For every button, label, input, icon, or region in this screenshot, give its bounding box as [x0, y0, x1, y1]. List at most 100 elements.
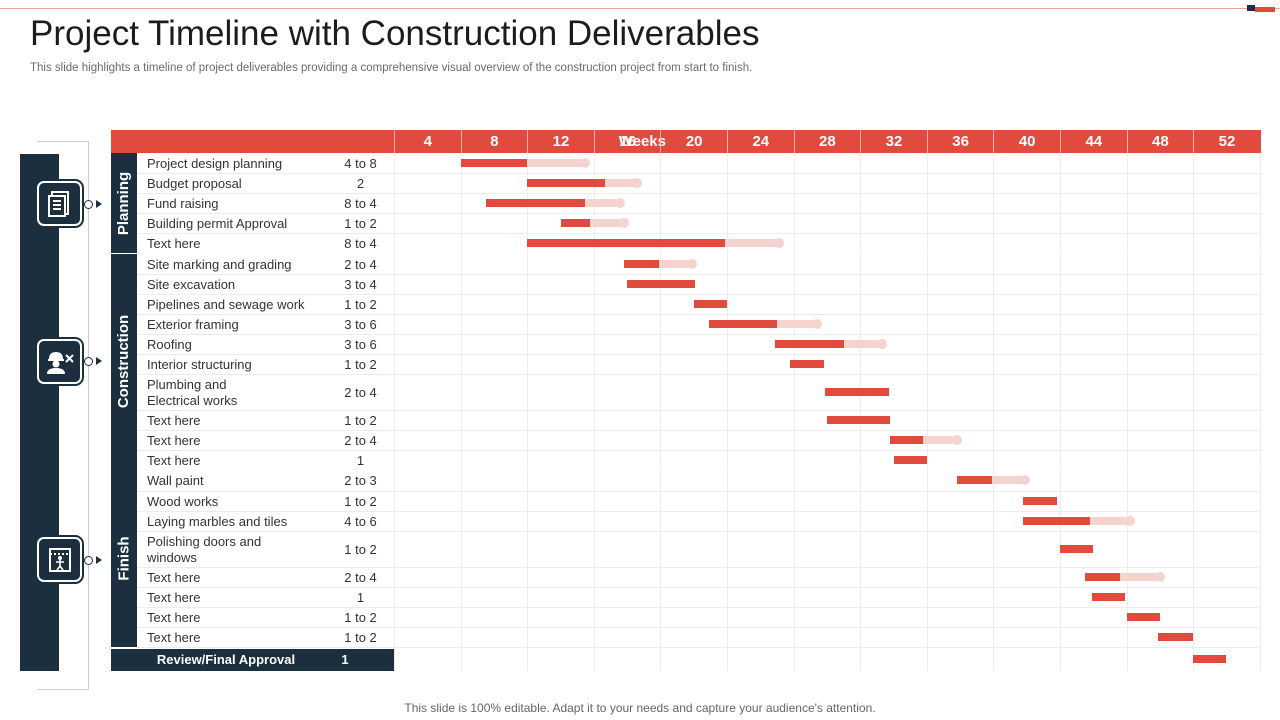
- grid-column-line: [461, 153, 462, 671]
- row-divider: [137, 374, 1261, 375]
- task-duration: 1 to 2: [344, 609, 377, 625]
- gantt-bar: [460, 159, 528, 168]
- task-duration: 3 to 6: [344, 316, 377, 332]
- phase-band-finish: [111, 470, 137, 648]
- task-duration: 8 to 4: [344, 236, 377, 252]
- task-name: Text here: [147, 569, 201, 585]
- row-divider: [137, 173, 1261, 174]
- gantt-bar-end-dot: [618, 218, 629, 229]
- gantt-bar: [1091, 592, 1125, 601]
- task-name: Exterior framing: [147, 316, 239, 332]
- review-label: Review/Final Approval: [156, 652, 296, 667]
- phase-label-finish: Finish: [111, 470, 137, 647]
- task-name: Polishing doors and windows: [147, 534, 261, 566]
- gantt-bar-extension: [843, 339, 882, 348]
- top-divider-line: [0, 8, 1280, 9]
- row-divider: [137, 450, 1261, 451]
- corner-accent-red: [1255, 7, 1275, 12]
- gantt-bar: [1060, 544, 1094, 553]
- gantt-bar-end-dot: [687, 258, 698, 269]
- gantt-bar-extension: [1089, 516, 1130, 525]
- task-name: Text here: [147, 453, 201, 469]
- task-name: Site marking and grading: [147, 256, 292, 272]
- task-duration: 1 to 2: [344, 541, 377, 557]
- week-header-28: 28: [793, 130, 861, 153]
- task-duration: 1 to 2: [344, 357, 377, 373]
- gantt-bar: [560, 219, 591, 228]
- week-header-16: 16: [593, 130, 661, 153]
- gantt-bar-extension: [605, 179, 638, 188]
- task-name: Building permit Approval: [147, 216, 288, 232]
- row-divider: [137, 354, 1261, 355]
- task-duration: 1: [356, 589, 365, 605]
- row-divider: [137, 567, 1261, 568]
- task-name: Budget proposal: [147, 176, 242, 192]
- gantt-bar: [893, 456, 927, 465]
- gantt-bar-end-dot: [615, 198, 626, 209]
- week-header-40: 40: [993, 130, 1060, 153]
- phase-label-text: Construction: [115, 315, 133, 409]
- gantt-bar-extension: [590, 219, 624, 228]
- task-duration: 3 to 6: [344, 336, 377, 352]
- task-name: Pipelines and sewage work: [147, 296, 305, 312]
- task-name: Text here: [147, 609, 201, 625]
- gantt-bar-extension: [776, 319, 817, 328]
- gantt-bar: [825, 388, 889, 397]
- row-divider: [137, 647, 1261, 648]
- gantt-bar: [775, 339, 844, 348]
- grid-column-line: [527, 153, 528, 671]
- phase-sidebar: [20, 154, 59, 671]
- gantt-bar-end-dot: [773, 238, 784, 249]
- gantt-bar-end-dot: [1020, 475, 1031, 486]
- gantt-bar: [826, 416, 891, 425]
- worker-tools-icon: [37, 339, 82, 384]
- task-name: Wall paint: [147, 473, 204, 489]
- row-divider: [137, 294, 1261, 295]
- gantt-bar: [485, 199, 586, 208]
- phase-label-text: Planning: [115, 171, 133, 235]
- week-header-44: 44: [1060, 130, 1127, 153]
- row-divider: [137, 193, 1261, 194]
- grid-column-line: [1127, 153, 1128, 671]
- task-duration: 2: [356, 176, 365, 192]
- planning-connector: [84, 199, 106, 211]
- row-divider: [137, 627, 1261, 628]
- task-name: Text here: [147, 236, 201, 252]
- gantt-bar: [708, 319, 777, 328]
- phase-band-construction: [111, 253, 137, 471]
- row-divider: [137, 430, 1261, 431]
- gantt-bar-end-dot: [580, 158, 591, 169]
- review-gantt-bar: [1193, 655, 1227, 663]
- grid-column-line: [1260, 153, 1261, 671]
- task-duration: 1 to 2: [344, 296, 377, 312]
- task-duration: 2 to 4: [344, 569, 377, 585]
- row-divider: [137, 334, 1261, 335]
- task-name: Roofing: [147, 336, 192, 352]
- week-header-24: 24: [727, 130, 794, 153]
- gantt-bar: [627, 279, 696, 288]
- row-divider: [137, 213, 1261, 214]
- gantt-bar-end-dot: [1154, 571, 1165, 582]
- task-duration: 1 to 2: [344, 216, 377, 232]
- task-duration: 2 to 4: [344, 385, 377, 401]
- row-divider: [137, 587, 1261, 588]
- grid-column-line: [1193, 153, 1194, 671]
- grid-column-line: [794, 153, 795, 671]
- gantt-bar-end-dot: [632, 178, 643, 189]
- task-duration: 1 to 2: [344, 493, 377, 509]
- page-title: Project Timeline with Construction Deliv…: [30, 14, 760, 53]
- grid-column-line: [927, 153, 928, 671]
- gantt-bar-extension: [923, 436, 957, 445]
- gantt-bar: [1023, 516, 1090, 525]
- review-row: Review/Final Approval 1: [111, 649, 394, 671]
- grid-column-line: [660, 153, 661, 671]
- gantt-bar-extension: [658, 259, 693, 268]
- gantt-bar-end-dot: [951, 435, 962, 446]
- grid-column-line: [1060, 153, 1061, 671]
- review-duration: 1: [341, 652, 349, 667]
- grid-column-line: [993, 153, 994, 671]
- grid-column-line: [394, 153, 395, 671]
- task-name: Project design planning: [147, 156, 283, 172]
- task-name: Laying marbles and tiles: [147, 513, 288, 529]
- week-header-32: 32: [860, 130, 927, 153]
